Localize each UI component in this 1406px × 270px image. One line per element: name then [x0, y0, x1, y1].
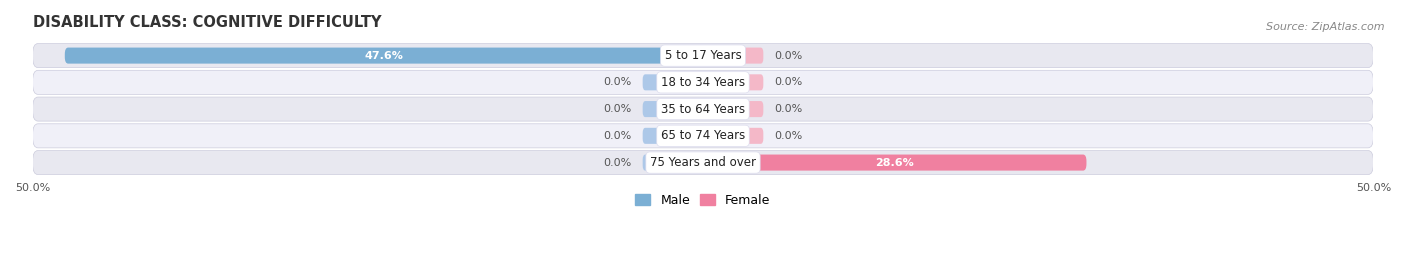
Text: 0.0%: 0.0%	[603, 104, 631, 114]
Text: 0.0%: 0.0%	[603, 158, 631, 168]
FancyBboxPatch shape	[32, 97, 1374, 121]
FancyBboxPatch shape	[643, 74, 703, 90]
Text: 18 to 34 Years: 18 to 34 Years	[661, 76, 745, 89]
Text: 47.6%: 47.6%	[364, 50, 404, 60]
FancyBboxPatch shape	[703, 128, 763, 144]
Text: 0.0%: 0.0%	[603, 131, 631, 141]
FancyBboxPatch shape	[703, 154, 1087, 171]
Text: DISABILITY CLASS: COGNITIVE DIFFICULTY: DISABILITY CLASS: COGNITIVE DIFFICULTY	[32, 15, 381, 30]
FancyBboxPatch shape	[643, 154, 703, 171]
Text: 75 Years and over: 75 Years and over	[650, 156, 756, 169]
FancyBboxPatch shape	[32, 43, 1374, 68]
Text: 0.0%: 0.0%	[775, 104, 803, 114]
Legend: Male, Female: Male, Female	[630, 189, 776, 212]
Text: 5 to 17 Years: 5 to 17 Years	[665, 49, 741, 62]
FancyBboxPatch shape	[643, 101, 703, 117]
Text: 28.6%: 28.6%	[876, 158, 914, 168]
FancyBboxPatch shape	[32, 124, 1374, 148]
Text: 0.0%: 0.0%	[775, 131, 803, 141]
FancyBboxPatch shape	[32, 151, 1374, 175]
Text: 35 to 64 Years: 35 to 64 Years	[661, 103, 745, 116]
FancyBboxPatch shape	[703, 101, 763, 117]
FancyBboxPatch shape	[703, 74, 763, 90]
Text: Source: ZipAtlas.com: Source: ZipAtlas.com	[1267, 22, 1385, 32]
Text: 0.0%: 0.0%	[775, 50, 803, 60]
Text: 0.0%: 0.0%	[603, 77, 631, 87]
Text: 65 to 74 Years: 65 to 74 Years	[661, 129, 745, 142]
Text: 0.0%: 0.0%	[775, 77, 803, 87]
FancyBboxPatch shape	[643, 128, 703, 144]
FancyBboxPatch shape	[32, 70, 1374, 94]
FancyBboxPatch shape	[703, 48, 763, 64]
FancyBboxPatch shape	[65, 48, 703, 64]
